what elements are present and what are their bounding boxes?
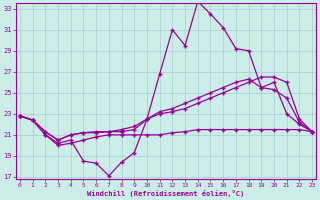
X-axis label: Windchill (Refroidissement éolien,°C): Windchill (Refroidissement éolien,°C) — [87, 190, 245, 197]
